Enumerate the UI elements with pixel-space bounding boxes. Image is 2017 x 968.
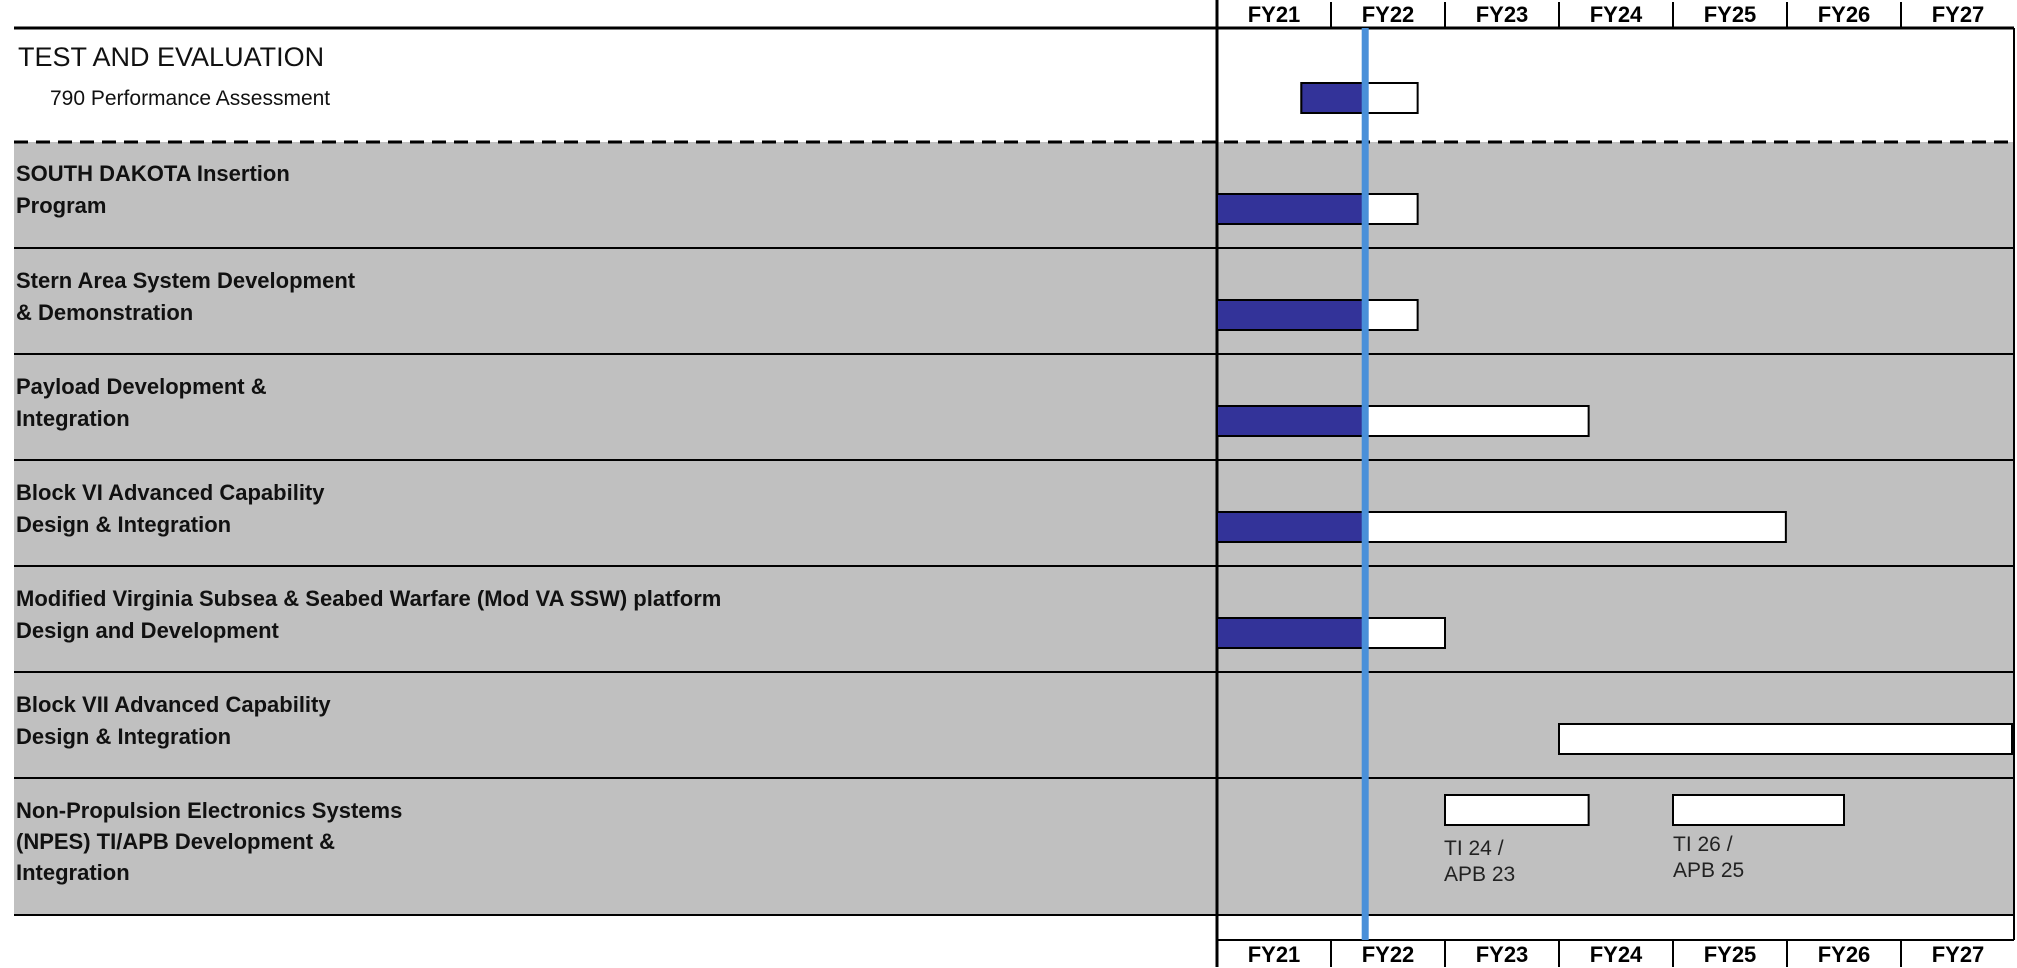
year-label-top: FY25 bbox=[1703, 2, 1757, 27]
completed-bar bbox=[1300, 82, 1367, 114]
year-label-bottom: FY25 bbox=[1703, 942, 1757, 967]
row-label: Modified Virginia Subsea & Seabed Warfar… bbox=[16, 583, 721, 647]
completed-bar bbox=[1216, 405, 1367, 437]
row-label-line: Design & Integration bbox=[16, 512, 232, 537]
row-label-line: Block VII Advanced Capability bbox=[16, 692, 331, 717]
row-label: Stern Area System Development & Demonstr… bbox=[16, 265, 355, 329]
completed-bar bbox=[1216, 617, 1367, 649]
bar-note-line: TI 24 / bbox=[1444, 837, 1504, 860]
row-label-line: Integration bbox=[16, 406, 130, 431]
bar-note: TI 26 / APB 25 bbox=[1673, 832, 1744, 884]
row-label-line: Design and Development bbox=[16, 618, 279, 643]
row-label-line: Payload Development & bbox=[16, 374, 267, 399]
year-label-top: FY27 bbox=[1931, 2, 1985, 27]
planned-bar bbox=[1558, 723, 2013, 755]
section-title: TEST AND EVALUATION bbox=[18, 42, 325, 72]
bar-note: TI 24 / APB 23 bbox=[1444, 836, 1515, 888]
year-label-bottom: FY23 bbox=[1475, 942, 1529, 967]
year-label-bottom: FY27 bbox=[1931, 942, 1985, 967]
planned-bar bbox=[1672, 794, 1845, 826]
header-item-label: 790 Performance Assessment bbox=[50, 87, 331, 110]
year-label-bottom: FY21 bbox=[1247, 942, 1301, 967]
completed-bar bbox=[1216, 193, 1367, 225]
row-label-line: (NPES) TI/APB Development & bbox=[16, 829, 336, 854]
row-label-line: Modified Virginia Subsea & Seabed Warfar… bbox=[16, 586, 722, 611]
year-label-top: FY21 bbox=[1247, 2, 1301, 27]
row-label-line: SOUTH DAKOTA Insertion bbox=[16, 161, 290, 186]
bar-note-line: APB 23 bbox=[1444, 863, 1516, 886]
row-label-line: & Demonstration bbox=[16, 300, 194, 325]
completed-bar bbox=[1216, 511, 1367, 543]
row-label: SOUTH DAKOTA Insertion Program bbox=[16, 158, 290, 222]
year-label-top: FY23 bbox=[1475, 2, 1529, 27]
row-label: Non-Propulsion Electronics Systems (NPES… bbox=[16, 795, 402, 888]
row-label: Block VII Advanced Capability Design & I… bbox=[16, 689, 331, 753]
row-label-line: Integration bbox=[16, 860, 130, 885]
row-label-line: Block VI Advanced Capability bbox=[16, 480, 325, 505]
row-label-line: Non-Propulsion Electronics Systems bbox=[16, 798, 403, 823]
planned-bar bbox=[1444, 794, 1590, 826]
row-label-line: Design & Integration bbox=[16, 724, 232, 749]
year-label-bottom: FY24 bbox=[1589, 942, 1643, 967]
row-label-line: Program bbox=[16, 193, 107, 218]
row-label: Payload Development & Integration bbox=[16, 371, 267, 435]
year-label-top: FY26 bbox=[1817, 2, 1871, 27]
year-label-top: FY24 bbox=[1589, 2, 1643, 27]
bar-note-line: APB 25 bbox=[1673, 859, 1745, 882]
row-label-line: Stern Area System Development bbox=[16, 268, 356, 293]
row-label: Block VI Advanced Capability Design & In… bbox=[16, 477, 325, 541]
bar-note-line: TI 26 / bbox=[1673, 833, 1733, 856]
completed-bar bbox=[1216, 299, 1367, 331]
year-label-bottom: FY22 bbox=[1361, 942, 1415, 967]
year-label-bottom: FY26 bbox=[1817, 942, 1871, 967]
year-label-top: FY22 bbox=[1361, 2, 1415, 27]
